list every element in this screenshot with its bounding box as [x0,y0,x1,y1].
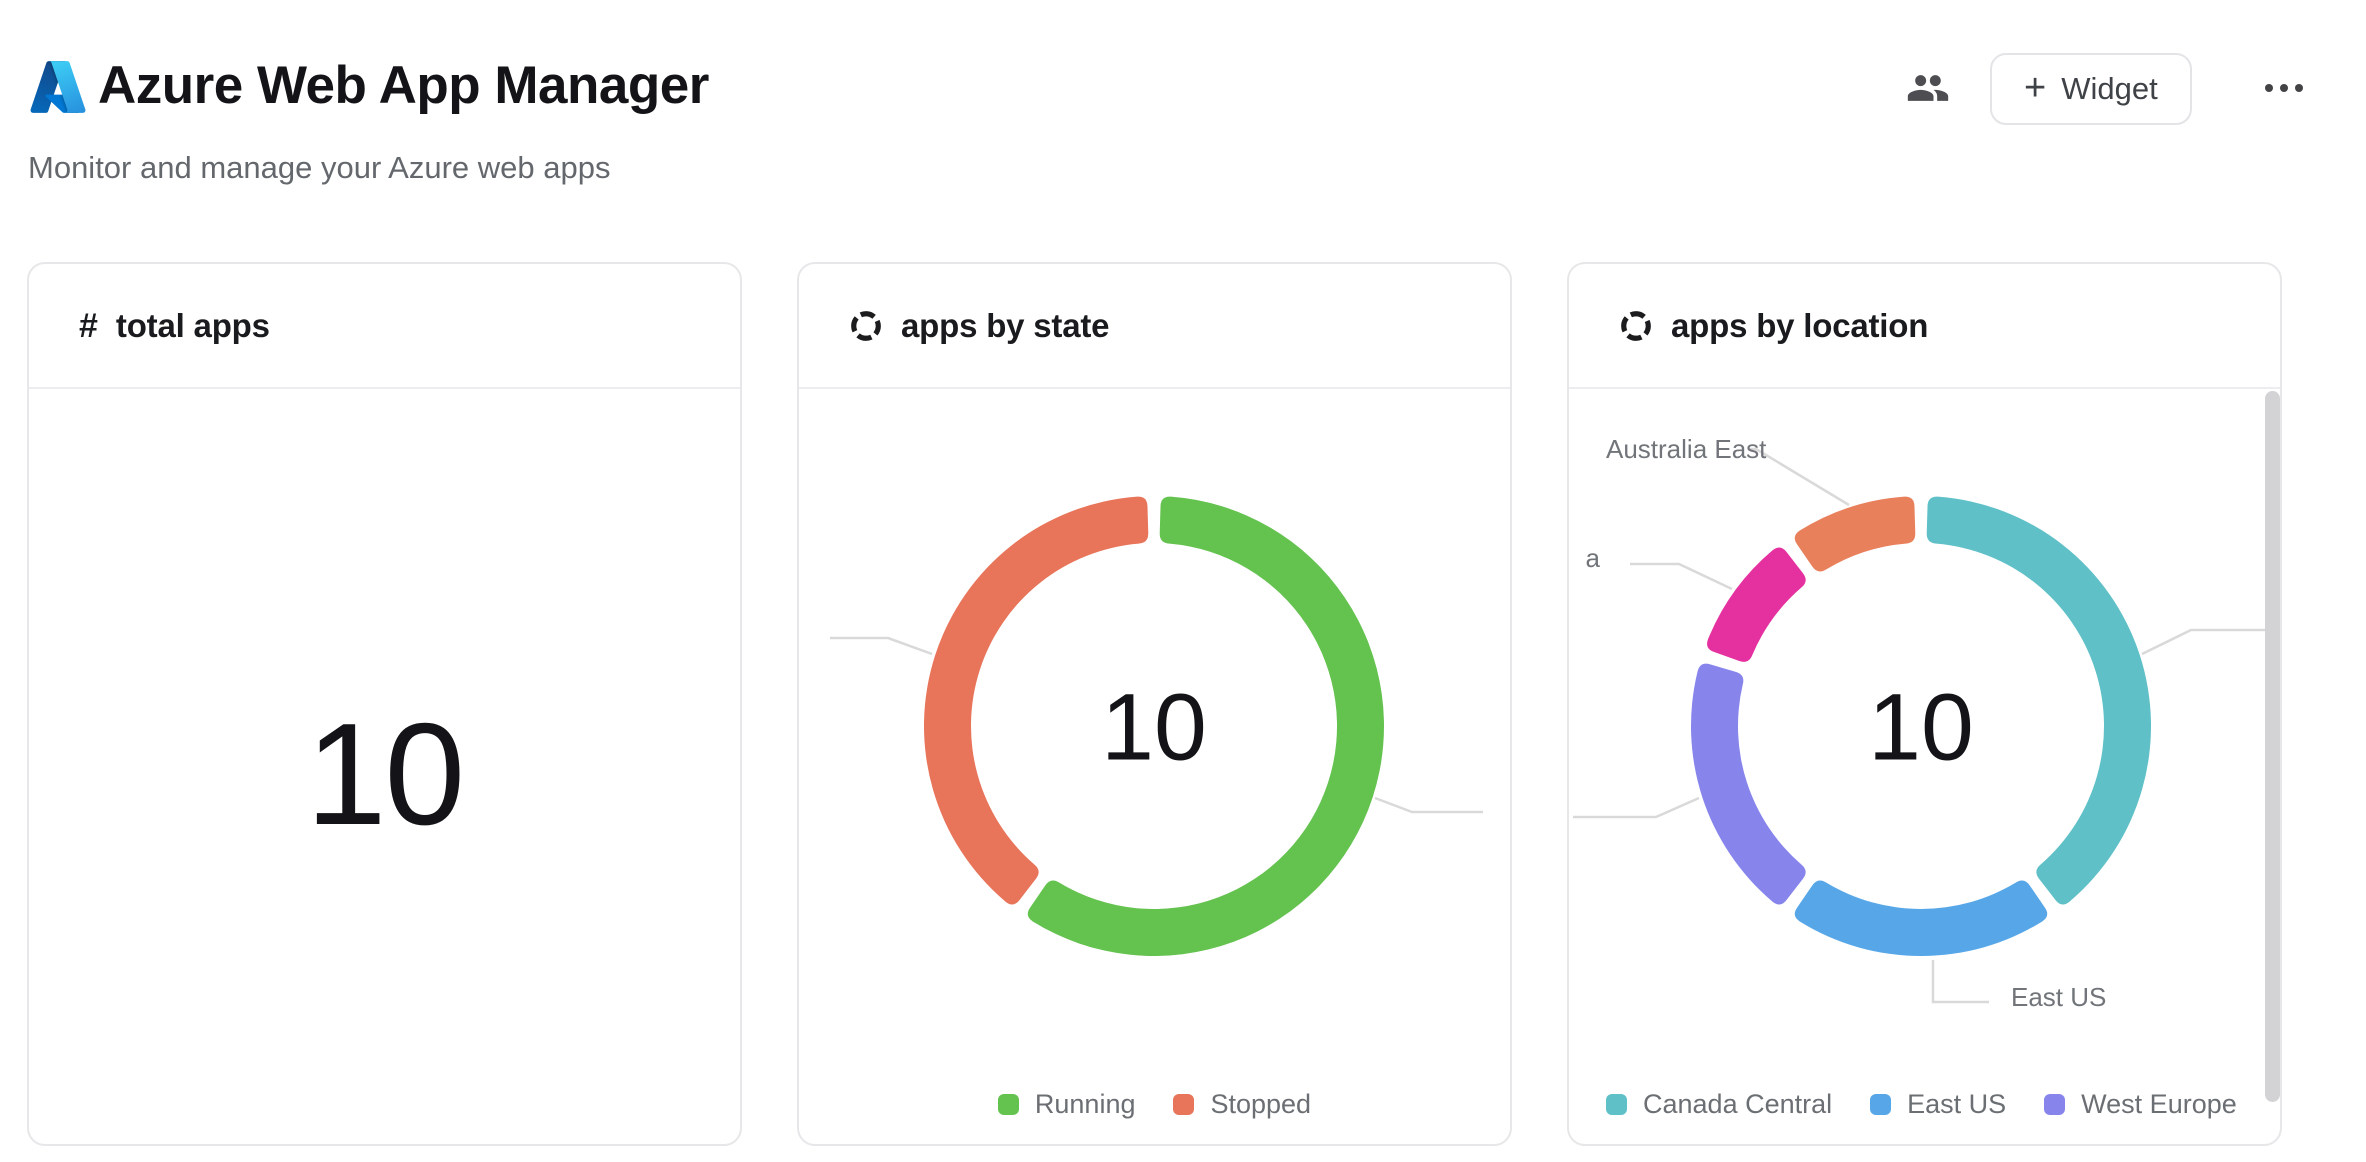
donut-segment-a[interactable] [1707,547,1806,662]
plus-icon: + [2024,66,2047,109]
total-apps-card-header: # total apps [29,264,740,389]
total-apps-value: 10 [305,693,465,855]
donut-segments[interactable] [923,496,1385,957]
card-title: apps by state [901,306,1110,344]
card-scrollbar-thumb[interactable] [2265,391,2280,1102]
donut-center-total: 10 [1101,674,1207,780]
donut-segment-australia-east[interactable] [1794,496,1916,572]
slice-label-east-us: East US [2011,982,2106,1012]
apps-by-location-donut-chart: Australia East a East US 10 [1573,434,2273,1012]
label-leader-line [830,636,933,656]
apps-by-location-card: apps by location Australia East a East U… [1567,262,2282,1146]
donut-segments[interactable] [1691,496,2152,957]
total-apps-card-body: 10 [29,389,740,1144]
label-leader-line [1630,562,1733,591]
legend-swatch [1606,1094,1627,1115]
donut-segment-east-us[interactable] [1794,880,2048,957]
legend-label: Running [1034,1089,1136,1119]
card-title: total apps [115,306,270,344]
ellipsis-icon [2265,84,2273,92]
label-leader-line [1374,796,1483,814]
slice-label-australia-east: Australia East [1606,434,1767,464]
people-button[interactable] [1902,62,1954,114]
azure-logo-icon [30,61,86,113]
apps-by-state-card-body: 10 Running Stopped [799,389,1510,1144]
legend-item-stopped[interactable]: Stopped [1173,1089,1311,1120]
label-leader-line [1573,796,1700,819]
ellipsis-icon [2280,84,2288,92]
slice-label-truncated: a [1586,543,1601,573]
more-options-button[interactable] [2256,64,2312,112]
add-widget-button[interactable]: + Widget [1990,53,2192,125]
donut-segment-running[interactable] [1027,496,1385,957]
legend-swatch [2044,1094,2066,1115]
donut-center-total: 10 [1868,674,1974,780]
people-icon [1907,75,1949,101]
donut-chart-icon [851,310,881,341]
total-apps-card: # total apps 10 [27,262,742,1146]
apps-by-state-card-header: apps by state [799,264,1510,389]
apps-by-location-card-body: Australia East a East US 10 Canada Centr… [1569,389,2280,1144]
ellipsis-icon [2295,84,2303,92]
legend-swatch [997,1094,1019,1115]
donut-segment-stopped[interactable] [923,496,1149,905]
legend-label: East US [1907,1089,2007,1119]
add-widget-label: Widget [2061,71,2158,106]
legend-item-west-europe[interactable]: West Europe [2044,1089,2237,1120]
donut-chart-icon [1621,310,1651,341]
apps-by-state-card: apps by state 10 Running Stopped [797,262,1512,1146]
chart-legend: Running Stopped [799,1089,1510,1120]
legend-label: Stopped [1210,1089,1312,1119]
label-leader-line [1750,447,1850,507]
legend-label: West Europe [2081,1089,2237,1119]
chart-legend: Canada Central East US West Europe [1569,1089,2280,1120]
legend-swatch [1870,1094,1892,1115]
legend-item-canada-central[interactable]: Canada Central [1606,1089,1832,1120]
donut-segment-west-europe[interactable] [1691,663,1806,905]
apps-by-location-card-header: apps by location [1569,264,2280,389]
legend-label: Canada Central [1643,1089,1833,1119]
donut-segment-canada-central[interactable] [1926,496,2152,905]
label-leader-line [2141,628,2273,656]
label-leader-line [1931,960,1989,1004]
apps-by-state-donut-chart: 10 [830,496,1483,957]
page-subtitle: Monitor and manage your Azure web apps [28,150,611,185]
legend-item-east-us[interactable]: East US [1870,1089,2006,1120]
legend-swatch [1173,1094,1195,1115]
hash-icon: # [79,306,98,345]
widget-row: # total apps 10 apps by state [27,262,2282,1146]
page-title: Azure Web App Manager [98,56,709,115]
card-title: apps by location [1671,306,1929,344]
legend-item-running[interactable]: Running [997,1089,1136,1120]
